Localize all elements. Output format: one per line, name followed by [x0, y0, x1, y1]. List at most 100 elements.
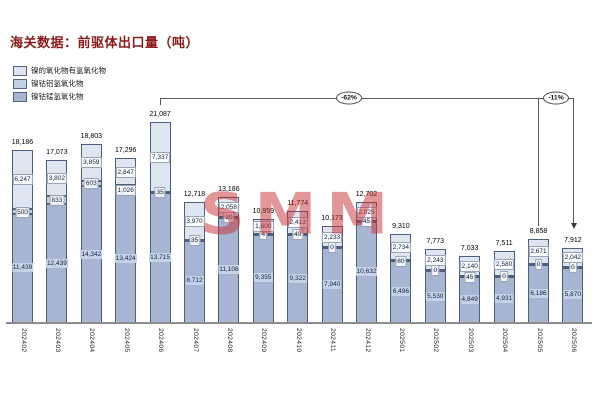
value-label-ncm-202502: 5,530: [426, 291, 445, 301]
legend-item-nca: 镍钴铝氢氧化物: [13, 77, 106, 90]
value-label-ncm-202407: 8,712: [185, 276, 204, 286]
total-label-202412: 12,702: [354, 189, 379, 200]
x-tick-202409: 202409: [260, 328, 268, 353]
value-label-ncm-202406: 13,715: [149, 252, 172, 262]
value-label-nca-202402: 500: [15, 206, 30, 218]
value-label-ncm-202402: 11,439: [11, 263, 34, 273]
legend-item-nickel-oxide: 镍的氧化物有氢氧化物: [13, 64, 106, 77]
x-tick-202403: 202403: [53, 328, 61, 353]
value-label-oxide-202409: 1,600: [253, 221, 274, 233]
total-label-202504: 7,511: [494, 239, 514, 250]
value-label-nca-202506: 0: [569, 262, 577, 274]
value-label-ncm-202506: 5,870: [563, 290, 583, 300]
total-label-202405: 17,296: [113, 146, 138, 157]
value-label-oxide-202410: 2,413: [287, 217, 308, 229]
bracket-drop-202506: [573, 98, 574, 223]
total-label-202502: 7,773: [425, 236, 446, 247]
value-label-oxide-202408: 2,058: [218, 202, 240, 214]
value-label-oxide-202505: 2,671: [528, 246, 549, 258]
value-label-ncm-202412: 10,632: [355, 267, 378, 277]
value-label-oxide-202503: 2,140: [459, 261, 480, 273]
total-label-202407: 12,718: [182, 189, 207, 200]
total-label-202506: 7,912: [563, 235, 583, 246]
legend-item-ncm: 镍钴锰氢氧化物: [13, 90, 106, 103]
value-label-ncm-202405: 13,424: [114, 254, 137, 264]
x-tick-202404: 202404: [88, 328, 96, 353]
x-tick-202402: 202402: [19, 328, 27, 353]
value-label-oxide-202407: 3,970: [184, 215, 205, 227]
x-tick-202504: 202504: [501, 328, 509, 353]
bracket-main-hline: [160, 98, 573, 99]
x-tick-202407: 202407: [191, 328, 199, 353]
value-label-oxide-202405: 2,847: [115, 166, 136, 178]
value-label-oxide-202506: 2,042: [562, 252, 584, 264]
value-label-nca-202406: 35: [154, 187, 166, 199]
value-label-ncm-202408: 11,108: [218, 265, 240, 275]
total-label-202406: 21,087: [148, 109, 172, 120]
x-tick-202501: 202501: [397, 328, 405, 353]
value-label-ncm-202409: 9,355: [254, 273, 273, 283]
value-label-ncm-202411: 7,940: [322, 280, 342, 290]
value-label-ncm-202403: 12,439: [45, 258, 68, 268]
value-label-oxide-202411: 2,233: [321, 231, 343, 243]
value-label-nca-202404: 603: [83, 178, 99, 190]
value-label-ncm-202404: 14,342: [80, 249, 103, 259]
legend-swatch-ncm: [13, 91, 27, 102]
annotation-decline-62: -62%: [336, 91, 362, 105]
value-label-nca-202403: 833: [49, 195, 65, 207]
value-label-nca-202408: 20: [223, 212, 235, 224]
total-label-202505: 8,858: [528, 226, 549, 237]
legend-swatch-nickel-oxide: [13, 65, 27, 76]
x-tick-202410: 202410: [294, 328, 302, 353]
value-label-nca-202503: 45: [464, 271, 476, 283]
value-label-nca-202405: 1,026: [115, 185, 136, 197]
total-label-202410: 11,774: [286, 198, 310, 209]
x-tick-202406: 202406: [157, 328, 165, 353]
value-label-ncm-202504: 4,931: [494, 294, 514, 304]
annotation-decline-11: -11%: [543, 91, 569, 105]
x-tick-202502: 202502: [432, 328, 440, 353]
x-tick-202411: 202411: [329, 328, 337, 352]
value-label-oxide-202402: 6,247: [12, 174, 33, 186]
value-label-ncm-202410: 9,322: [288, 273, 307, 283]
x-tick-202503: 202503: [466, 328, 474, 353]
legend: 镍的氧化物有氢氧化物 镍钴铝氢氧化物 镍钴锰氢氧化物: [13, 64, 106, 103]
value-label-ncm-202505: 6,186: [529, 288, 548, 298]
bracket-left-tick: [160, 98, 161, 105]
x-tick-202405: 202405: [122, 328, 130, 353]
value-label-nca-202502: 0: [431, 265, 440, 277]
value-label-oxide-202502: 2,243: [425, 254, 446, 266]
total-label-202503: 7,033: [459, 243, 480, 254]
legend-swatch-nca: [13, 78, 27, 89]
value-label-oxide-202501: 2,734: [390, 242, 412, 254]
total-label-202501: 9,310: [391, 222, 411, 233]
value-label-nca-202412: 45: [360, 216, 373, 228]
chart-title: 海关数据：前驱体出口量（吨）: [10, 35, 200, 50]
value-label-oxide-202504: 2,580: [493, 258, 515, 270]
legend-label-nca: 镍钴铝氢氧化物: [31, 79, 84, 88]
value-label-oxide-202412: 2,025: [356, 206, 377, 218]
x-tick-202506: 202506: [569, 328, 577, 353]
total-label-202404: 18,803: [79, 131, 104, 142]
legend-label-nickel-oxide: 镍的氧化物有氢氧化物: [31, 66, 106, 75]
x-tick-202412: 202412: [363, 328, 371, 353]
value-label-nca-202504: 0: [500, 270, 508, 282]
value-label-oxide-202406: 7,337: [149, 151, 171, 163]
x-tick-202505: 202505: [535, 328, 543, 353]
value-label-nca-202411: 0: [328, 242, 336, 254]
total-label-202411: 10,173: [320, 214, 344, 225]
value-label-nca-202410: 40: [292, 228, 304, 240]
x-tick-202408: 202408: [225, 328, 233, 353]
legend-label-ncm: 镍钴锰氢氧化物: [31, 92, 84, 101]
total-label-202409: 10,959: [251, 206, 276, 217]
value-label-nca-202407: 35: [188, 234, 201, 246]
total-label-202403: 17,073: [45, 148, 69, 159]
value-label-ncm-202501: 6,496: [391, 287, 411, 297]
value-label-nca-202501: 80: [395, 255, 407, 267]
value-label-oxide-202404: 3,859: [81, 157, 102, 169]
value-label-nca-202505: 0: [534, 259, 543, 271]
value-label-oxide-202403: 3,802: [46, 173, 68, 185]
arrow-down-icon: [570, 223, 577, 229]
total-label-202408: 13,186: [217, 185, 241, 196]
x-axis-line: [6, 322, 592, 324]
